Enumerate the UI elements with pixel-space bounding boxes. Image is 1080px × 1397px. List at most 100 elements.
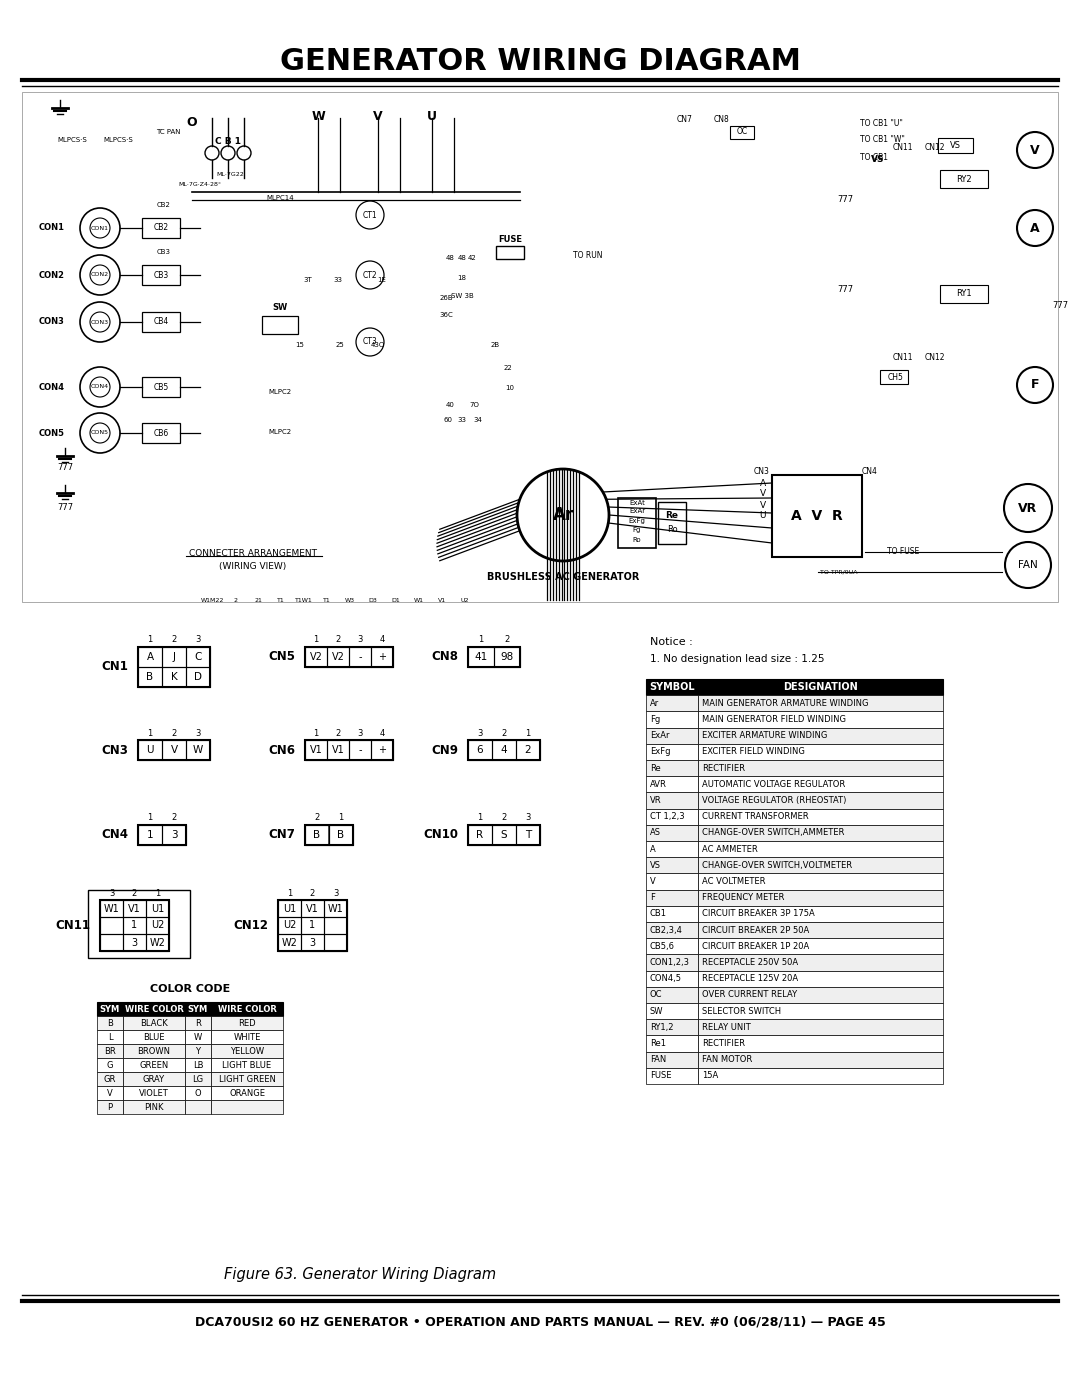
Text: 3: 3	[195, 636, 201, 644]
Text: W3: W3	[345, 598, 355, 602]
Bar	[646, 696, 698, 711]
Bar	[100, 900, 168, 951]
Text: 33: 33	[458, 416, 467, 423]
Bar	[146, 916, 168, 935]
Text: U: U	[759, 511, 766, 521]
Text: CB3: CB3	[153, 271, 168, 279]
Bar	[100, 900, 123, 916]
Text: 18: 18	[458, 275, 467, 281]
Text: FUSE: FUSE	[498, 236, 522, 244]
Text: SW: SW	[272, 303, 287, 313]
Text: BLACK: BLACK	[140, 1018, 167, 1028]
Text: 3: 3	[310, 937, 315, 947]
Text: DCA70USI2 60 HZ GENERATOR • OPERATION AND PARTS MANUAL — REV. #0 (06/28/11) — PA: DCA70USI2 60 HZ GENERATOR • OPERATION AN…	[194, 1316, 886, 1329]
Text: W2: W2	[282, 937, 297, 947]
Text: TO CB1: TO CB1	[860, 152, 888, 162]
Text: V: V	[374, 109, 382, 123]
Text: V1: V1	[129, 904, 140, 914]
Text: CB1: CB1	[650, 909, 667, 918]
Text: ORANGE: ORANGE	[229, 1088, 265, 1098]
Bar	[305, 826, 353, 845]
Text: 42: 42	[468, 256, 476, 261]
Text: VS: VS	[872, 155, 885, 165]
Bar	[211, 1044, 283, 1058]
Text: CN3: CN3	[102, 743, 129, 757]
Bar	[324, 935, 347, 951]
Text: 1: 1	[313, 728, 319, 738]
Text: W: W	[193, 745, 203, 754]
Bar	[327, 647, 349, 666]
Text: YELLOW: YELLOW	[230, 1046, 265, 1056]
Bar	[305, 740, 327, 760]
Bar	[305, 740, 393, 760]
Text: BRUSHLESS AC GENERATOR: BRUSHLESS AC GENERATOR	[487, 571, 639, 583]
Bar	[698, 939, 943, 954]
Text: B: B	[147, 672, 153, 682]
Text: 26B: 26B	[440, 295, 453, 300]
Text: 1: 1	[147, 728, 152, 738]
Text: MLPC14: MLPC14	[266, 196, 294, 201]
Text: CN4: CN4	[102, 828, 129, 841]
Text: RECEPTACLE 250V 50A: RECEPTACLE 250V 50A	[702, 958, 798, 967]
Bar	[372, 647, 393, 666]
Text: CN12: CN12	[924, 144, 945, 152]
Text: CURRENT TRANSFORMER: CURRENT TRANSFORMER	[702, 812, 809, 821]
Text: CT3: CT3	[363, 338, 377, 346]
Text: CB2: CB2	[153, 224, 168, 232]
Bar	[329, 826, 353, 845]
Bar	[301, 935, 324, 951]
Text: TO CB1 "W": TO CB1 "W"	[860, 136, 905, 144]
Text: V1: V1	[310, 745, 322, 754]
Text: 43O: 43O	[370, 342, 386, 348]
Text: D1: D1	[392, 598, 401, 602]
Bar	[97, 1071, 123, 1085]
Text: AC VOLTMETER: AC VOLTMETER	[702, 877, 766, 886]
Text: RECTIFIER: RECTIFIER	[702, 1039, 745, 1048]
Bar	[698, 809, 943, 824]
Bar	[698, 728, 943, 743]
Text: CIRCUIT BREAKER 1P 20A: CIRCUIT BREAKER 1P 20A	[702, 942, 809, 951]
Bar	[698, 824, 943, 841]
Text: FUSE: FUSE	[650, 1071, 672, 1080]
Text: 6: 6	[476, 745, 484, 754]
Bar	[186, 740, 210, 760]
Bar	[141, 312, 180, 332]
Bar	[496, 246, 524, 258]
Text: RY2: RY2	[956, 175, 972, 183]
Text: V: V	[760, 500, 766, 510]
Text: G: G	[107, 1060, 113, 1070]
Text: CN7: CN7	[268, 828, 295, 841]
Text: CN11: CN11	[893, 144, 914, 152]
Text: 4: 4	[501, 745, 508, 754]
Text: FAN: FAN	[650, 1055, 666, 1065]
Text: V1: V1	[437, 598, 446, 602]
Bar	[646, 922, 698, 939]
Text: MAIN GENERATOR FIELD WINDING: MAIN GENERATOR FIELD WINDING	[702, 715, 846, 724]
Bar	[185, 1044, 211, 1058]
Bar	[880, 370, 908, 384]
Text: W1: W1	[327, 904, 343, 914]
Text: B: B	[313, 830, 321, 840]
Bar	[138, 666, 162, 687]
Text: CN8: CN8	[431, 651, 458, 664]
Text: 1. No designation lead size : 1.25: 1. No designation lead size : 1.25	[650, 654, 824, 664]
Text: A: A	[1030, 222, 1040, 235]
Text: TO CB1 "U": TO CB1 "U"	[860, 120, 903, 129]
Text: OVER CURRENT RELAY: OVER CURRENT RELAY	[702, 990, 797, 999]
Bar	[646, 824, 698, 841]
Bar	[162, 826, 186, 845]
Text: V1: V1	[306, 904, 319, 914]
Bar	[211, 1016, 283, 1030]
Text: SW 3B: SW 3B	[450, 293, 473, 299]
Bar	[698, 792, 943, 809]
Text: CON4,5: CON4,5	[650, 974, 681, 983]
Bar	[646, 841, 698, 858]
Bar	[646, 1020, 698, 1035]
Text: GRAY: GRAY	[143, 1074, 165, 1084]
Text: 48: 48	[458, 256, 467, 261]
Text: CN5: CN5	[268, 651, 295, 664]
Bar	[186, 666, 210, 687]
Bar	[492, 740, 516, 760]
Text: LG: LG	[192, 1074, 203, 1084]
Text: RY1: RY1	[956, 289, 972, 299]
